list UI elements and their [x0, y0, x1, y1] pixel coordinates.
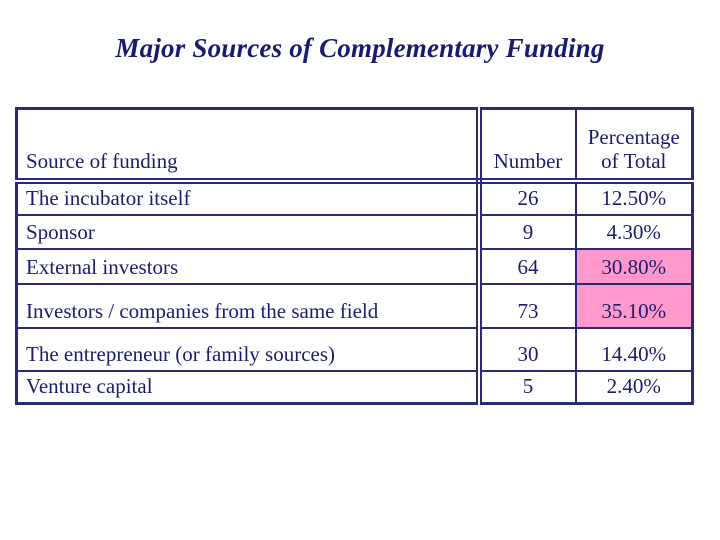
source-cell: Sponsor	[15, 213, 482, 250]
number-cell: 30	[477, 326, 577, 372]
source-cell: External investors	[15, 247, 482, 285]
number-cell: 73	[477, 282, 577, 329]
slide-title: Major Sources of Complementary Funding	[115, 33, 605, 63]
table-row: Investors / companies from the same fiel…	[15, 282, 694, 329]
number-cell: 9	[477, 213, 577, 250]
percentage-cell: 14.40%	[574, 326, 694, 372]
percentage-cell: 12.50%	[574, 179, 694, 216]
source-cell: Venture capital	[15, 369, 482, 405]
column-header-number: Number	[477, 107, 577, 184]
percentage-cell: 4.30%	[574, 213, 694, 250]
table-row: Sponsor 9 4.30%	[15, 213, 694, 250]
table-row: Venture capital 5 2.40%	[15, 369, 694, 405]
source-cell: Investors / companies from the same fiel…	[15, 282, 482, 329]
table-row: The entrepreneur (or family sources) 30 …	[15, 326, 694, 372]
percentage-cell: 30.80%	[574, 247, 694, 285]
number-cell: 26	[477, 179, 577, 216]
percentage-cell: 35.10%	[574, 282, 694, 329]
table-header-row: Source of funding Number Percentage of T…	[15, 107, 694, 184]
number-cell: 5	[477, 369, 577, 405]
source-cell: The incubator itself	[15, 179, 482, 216]
column-header-percentage: Percentage of Total	[574, 107, 694, 184]
table-row: The incubator itself 26 12.50%	[15, 179, 694, 216]
percentage-cell: 2.40%	[574, 369, 694, 405]
column-header-source: Source of funding	[15, 107, 482, 184]
table-row: External investors 64 30.80%	[15, 247, 694, 285]
source-cell: The entrepreneur (or family sources)	[15, 326, 482, 372]
funding-table: Source of funding Number Percentage of T…	[15, 107, 694, 405]
number-cell: 64	[477, 247, 577, 285]
